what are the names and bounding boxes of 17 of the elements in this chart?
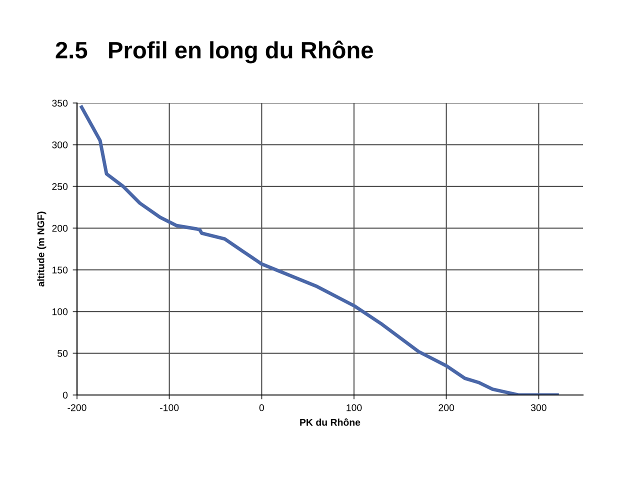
x-tick-label: -100: [160, 404, 179, 412]
y-tick-label: 0: [62, 392, 68, 399]
x-tick-label: -200: [68, 404, 86, 412]
y-tick-label: 300: [52, 141, 68, 148]
x-axis-title: PK du Rhône: [300, 418, 360, 426]
y-tick-label: 200: [52, 224, 68, 232]
y-tick-label: 350: [52, 100, 68, 107]
y-tick-label: 250: [52, 183, 68, 190]
x-tick-label: 100: [346, 404, 362, 412]
x-tick-label: 200: [438, 404, 454, 412]
y-tick-label: 150: [52, 266, 68, 274]
chart-title: 2.5 Profil en long du Rhône: [56, 40, 373, 64]
y-tick-label: 50: [58, 350, 68, 357]
y-axis-title: altitude (m NGF): [37, 212, 46, 287]
y-tick-label: 100: [52, 308, 68, 316]
x-tick-label: 0: [259, 404, 264, 412]
x-tick-label: 300: [530, 404, 546, 412]
